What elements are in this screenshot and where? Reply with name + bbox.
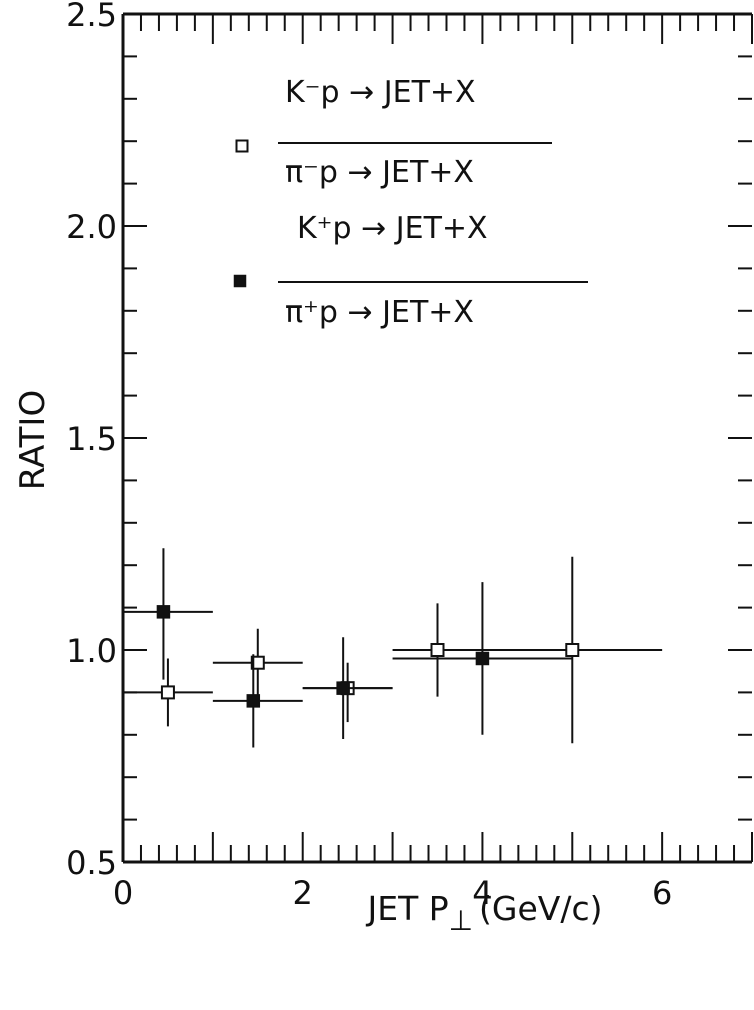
data-point <box>156 605 171 619</box>
y-tick-label: 2.5 <box>66 0 117 34</box>
x-tick-label: 6 <box>652 874 672 912</box>
y-tick-label: 1.5 <box>66 420 117 458</box>
legend-numerator: K⁺p → JET+X <box>297 211 488 246</box>
tick-label-layer: 0 2 4 6 0.5 1.0 1.5 2.0 2.5 <box>66 0 672 912</box>
y-tick-label: 2.0 <box>66 208 117 246</box>
y-tick-label: 1.0 <box>66 632 117 670</box>
series-open <box>123 556 663 744</box>
x-axis-label: JET P⊥ (GeV/c) <box>366 889 603 937</box>
legend-numerator: K⁻p → JET+X <box>285 75 476 110</box>
series-layer <box>123 548 663 748</box>
legend-entry: K⁻p → JET+X π⁻p → JET+X <box>235 75 552 190</box>
data-point <box>336 681 350 695</box>
legend-denominator: π⁺p → JET+X <box>285 295 474 330</box>
legend-entry: K⁺p → JET+X π⁺p → JET+X <box>233 211 588 330</box>
x-tick-label: 2 <box>293 874 313 912</box>
x-axis-label-main: JET P <box>366 889 449 928</box>
data-point <box>475 651 490 666</box>
x-axis-label-subscript: ⊥ <box>449 904 473 937</box>
y-tick-label: 0.5 <box>66 844 117 882</box>
x-axis-label-units: (GeV/c) <box>479 889 602 928</box>
data-point <box>430 643 445 657</box>
legend-denominator: π⁻p → JET+X <box>285 155 474 190</box>
data-point <box>160 685 175 700</box>
series-filled <box>123 548 573 748</box>
data-point <box>246 694 261 708</box>
legend-marker <box>235 139 249 153</box>
x-tick-label: 0 <box>113 874 133 912</box>
data-point <box>250 655 265 670</box>
data-point <box>565 643 580 657</box>
plot-frame-layer <box>121 12 752 864</box>
legend: K⁻p → JET+X π⁻p → JET+X K⁺p → JET+X π⁺p → J… <box>233 75 588 330</box>
tick-layer <box>122 13 753 863</box>
legend-marker <box>233 274 247 288</box>
x-tick-label: 4 <box>472 874 492 912</box>
y-axis-label: RATIO <box>13 390 53 490</box>
